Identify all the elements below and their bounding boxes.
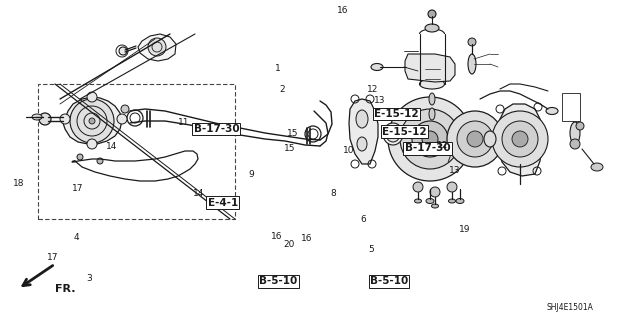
Ellipse shape [456,198,464,204]
Circle shape [97,158,103,164]
Circle shape [400,109,460,169]
Circle shape [39,113,51,125]
Circle shape [513,160,527,174]
Text: 10: 10 [343,146,355,155]
Circle shape [570,139,580,149]
Circle shape [467,131,483,147]
Circle shape [77,154,83,160]
Text: 13: 13 [449,166,461,174]
Text: 4: 4 [74,233,79,241]
Ellipse shape [425,24,439,32]
Ellipse shape [429,93,435,105]
Text: 14: 14 [193,189,204,198]
Text: B-17-30: B-17-30 [404,143,451,153]
Circle shape [512,131,528,147]
Text: B-17-30: B-17-30 [193,124,239,134]
Circle shape [388,97,472,181]
Text: 6: 6 [360,215,365,224]
Text: E-4-1: E-4-1 [207,197,238,208]
Circle shape [502,121,538,157]
Ellipse shape [570,122,580,144]
Ellipse shape [591,163,603,171]
Ellipse shape [449,199,456,203]
Text: 8: 8 [330,189,335,198]
Circle shape [87,139,97,149]
Ellipse shape [468,54,476,74]
Circle shape [60,114,70,124]
Circle shape [468,38,476,46]
Polygon shape [138,34,176,61]
Bar [38,84,235,219]
Ellipse shape [429,108,435,120]
Ellipse shape [484,131,496,147]
Circle shape [121,105,129,113]
Text: 15: 15 [287,129,298,138]
Circle shape [89,118,95,124]
Circle shape [422,131,438,147]
Circle shape [428,10,436,18]
Text: 5: 5 [369,245,374,254]
Circle shape [70,99,114,143]
Text: 3: 3 [86,274,92,283]
Text: FR.: FR. [55,284,76,294]
Circle shape [127,110,143,126]
Text: SHJ4E1501A: SHJ4E1501A [547,302,593,311]
Circle shape [117,114,127,124]
Circle shape [492,111,548,167]
Ellipse shape [419,79,445,89]
Text: 13: 13 [374,96,386,105]
Text: 1: 1 [275,64,280,73]
Text: 12: 12 [367,85,378,94]
Text: 7: 7 [445,155,451,164]
Ellipse shape [431,204,438,208]
Ellipse shape [426,198,434,204]
Polygon shape [63,97,122,144]
Text: 16: 16 [301,234,312,243]
Circle shape [119,47,127,55]
Text: 15: 15 [284,144,296,153]
Polygon shape [349,99,378,164]
Circle shape [412,121,448,157]
Text: 16: 16 [337,6,348,15]
Circle shape [430,187,440,197]
Text: 12: 12 [437,141,449,150]
Circle shape [576,122,584,130]
Text: 2: 2 [280,85,285,94]
Ellipse shape [371,63,383,70]
Polygon shape [498,104,542,176]
Text: 19: 19 [459,225,470,234]
Ellipse shape [546,108,558,115]
Text: E-15-12: E-15-12 [382,127,427,137]
Circle shape [87,92,97,102]
Text: 18: 18 [13,179,25,188]
Text: 17: 17 [47,253,58,262]
Text: 14: 14 [106,142,118,151]
Circle shape [305,126,321,142]
Circle shape [447,182,457,192]
Ellipse shape [386,126,400,142]
Text: 9: 9 [249,170,254,179]
Ellipse shape [383,123,403,145]
Text: B-5-10: B-5-10 [370,276,408,286]
Text: B-5-10: B-5-10 [259,276,298,286]
Ellipse shape [415,199,422,203]
Ellipse shape [357,137,367,151]
Polygon shape [405,54,455,82]
Text: 16: 16 [271,232,283,241]
Circle shape [457,121,493,157]
Circle shape [413,182,423,192]
Text: E-15-12: E-15-12 [374,109,419,119]
Circle shape [148,38,166,56]
Text: 20: 20 [283,240,294,249]
Bar [562,93,580,121]
Text: 17: 17 [72,184,84,193]
Ellipse shape [32,114,42,120]
Ellipse shape [356,110,368,128]
Circle shape [447,111,503,167]
Text: 11: 11 [178,118,189,127]
